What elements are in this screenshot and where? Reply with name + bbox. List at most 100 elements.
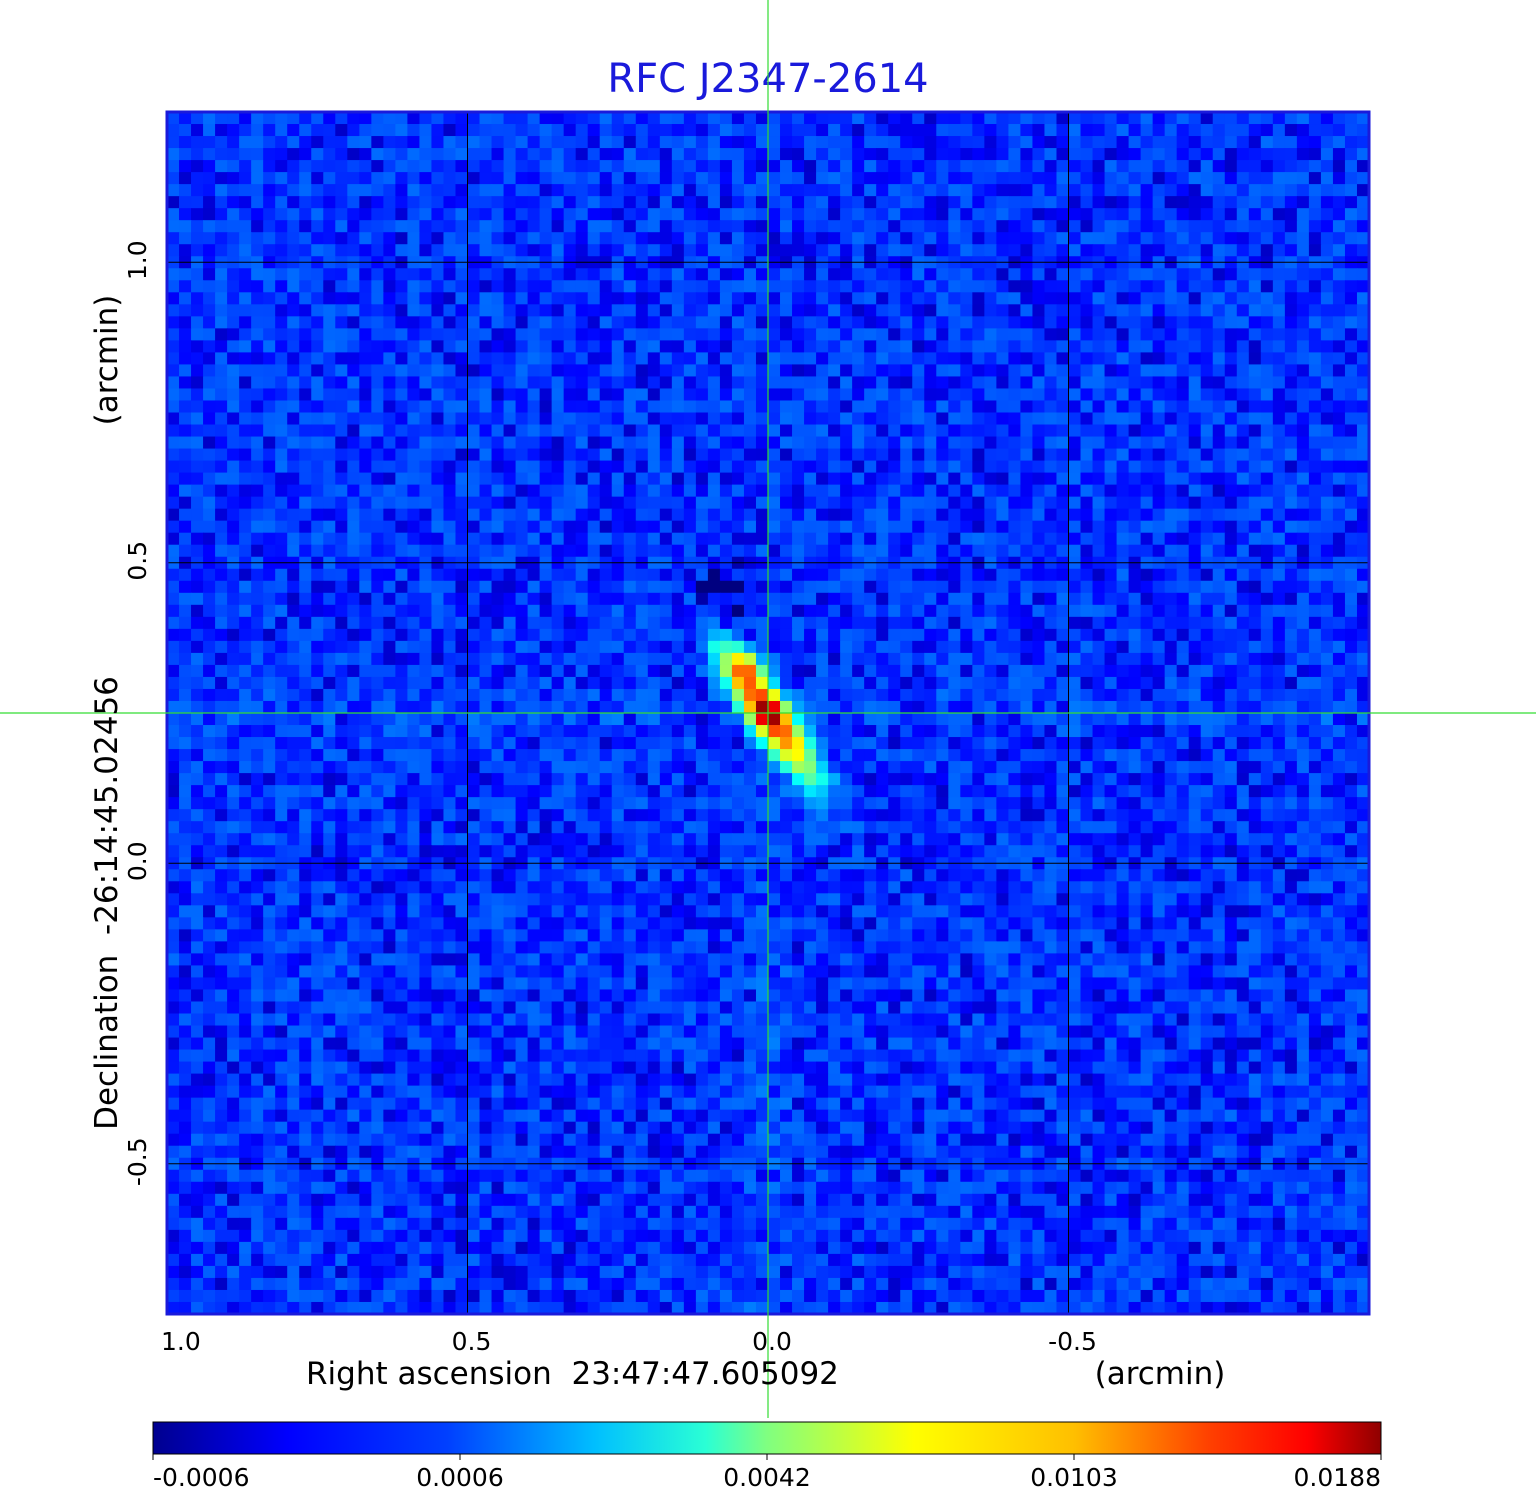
heatmap-cell <box>948 472 961 486</box>
heatmap-cell <box>179 292 192 305</box>
heatmap-cell <box>239 172 252 185</box>
heatmap-cell <box>960 700 973 714</box>
heatmap-cell <box>1212 700 1226 714</box>
heatmap-cell <box>1200 436 1214 450</box>
heatmap-cell <box>1140 580 1154 594</box>
heatmap-cell <box>719 676 733 690</box>
heatmap-cell <box>1032 664 1046 678</box>
heatmap-cell <box>1080 520 1094 534</box>
heatmap-cell <box>1296 520 1310 534</box>
heatmap-cell <box>960 640 973 654</box>
heatmap-cell <box>1152 172 1166 185</box>
heatmap-cell <box>960 604 973 618</box>
heatmap-cell <box>287 580 300 594</box>
heatmap-cell <box>876 292 889 305</box>
heatmap-cell <box>1356 268 1370 281</box>
heatmap-cell <box>984 304 997 317</box>
heatmap-cell <box>539 580 553 594</box>
heatmap-cell <box>527 280 541 293</box>
heatmap-cell <box>1212 580 1226 594</box>
heatmap-cell <box>780 496 793 510</box>
heatmap-cell <box>1176 472 1190 486</box>
heatmap-cell <box>1200 472 1214 486</box>
heatmap-cell <box>239 508 252 522</box>
heatmap-cell <box>455 520 469 534</box>
heatmap-cell <box>876 316 889 329</box>
heatmap-cell <box>395 592 408 606</box>
heatmap-cell <box>383 412 396 426</box>
heatmap-cell <box>828 388 841 402</box>
heatmap-cell <box>179 520 192 534</box>
heatmap-cell <box>659 604 673 618</box>
heatmap-cell <box>383 352 396 366</box>
heatmap-cell <box>1224 640 1238 654</box>
heatmap-cell <box>635 328 649 341</box>
heatmap-cell <box>1308 448 1322 462</box>
heatmap-cell <box>948 496 961 510</box>
heatmap-cell <box>431 484 445 498</box>
heatmap-cell <box>263 328 276 341</box>
heatmap-cell <box>503 424 517 438</box>
heatmap-cell <box>1200 376 1214 390</box>
heatmap-cell <box>1092 412 1106 426</box>
heatmap-cell <box>972 316 985 329</box>
heatmap-cell <box>1164 472 1178 486</box>
heatmap-cell <box>395 676 408 690</box>
heatmap-cell <box>1140 532 1154 546</box>
heatmap-cell <box>227 664 240 678</box>
heatmap-cell <box>1008 664 1022 678</box>
heatmap-cell <box>275 568 288 582</box>
heatmap-cell <box>311 268 324 281</box>
heatmap-cell <box>419 448 433 462</box>
heatmap-cell <box>647 268 661 281</box>
heatmap-cell <box>1152 640 1166 654</box>
heatmap-cell <box>287 208 300 221</box>
heatmap-cell <box>263 628 276 642</box>
heatmap-cell <box>743 160 757 173</box>
heatmap-cell <box>383 436 396 450</box>
heatmap-cell <box>563 232 577 245</box>
heatmap-cell <box>683 400 697 414</box>
heatmap-cell <box>1308 208 1322 221</box>
heatmap-cell <box>719 172 733 185</box>
heatmap-cell <box>599 592 613 606</box>
heatmap-cell <box>996 664 1009 678</box>
heatmap-cell <box>515 400 529 414</box>
heatmap-cell <box>1128 508 1142 522</box>
heatmap-cell <box>167 412 180 426</box>
heatmap-cell <box>179 496 192 510</box>
heatmap-cell <box>539 220 553 233</box>
heatmap-cell <box>503 232 517 245</box>
heatmap-cell <box>948 268 961 281</box>
heatmap-cell <box>347 436 360 450</box>
heatmap-cell <box>1248 664 1262 678</box>
heatmap-cell <box>635 448 649 462</box>
heatmap-cell <box>635 568 649 582</box>
heatmap-cell <box>780 664 793 678</box>
heatmap-cell <box>383 496 396 510</box>
heatmap-cell <box>383 136 396 149</box>
heatmap-cell <box>972 280 985 293</box>
heatmap-cell <box>1092 628 1106 642</box>
heatmap-cell <box>743 244 757 257</box>
heatmap-cell <box>239 676 252 690</box>
heatmap-cell <box>719 592 733 606</box>
heatmap-cell <box>1260 616 1274 630</box>
heatmap-cell <box>635 616 649 630</box>
heatmap-cell <box>203 472 216 486</box>
heatmap-cell <box>864 424 877 438</box>
heatmap-cell <box>1188 532 1202 546</box>
heatmap-cell <box>251 244 264 257</box>
heatmap-cell <box>1056 640 1070 654</box>
heatmap-cell <box>1176 508 1190 522</box>
heatmap-cell <box>335 376 348 390</box>
heatmap-cell <box>1008 292 1022 305</box>
heatmap-cell <box>792 316 805 329</box>
heatmap-cell <box>792 436 805 450</box>
heatmap-cell <box>551 364 565 378</box>
heatmap-cell <box>792 544 805 558</box>
heatmap-cell <box>948 532 961 546</box>
heatmap-cell <box>419 472 433 486</box>
heatmap-cell <box>191 340 204 353</box>
heatmap-cell <box>1116 316 1130 329</box>
